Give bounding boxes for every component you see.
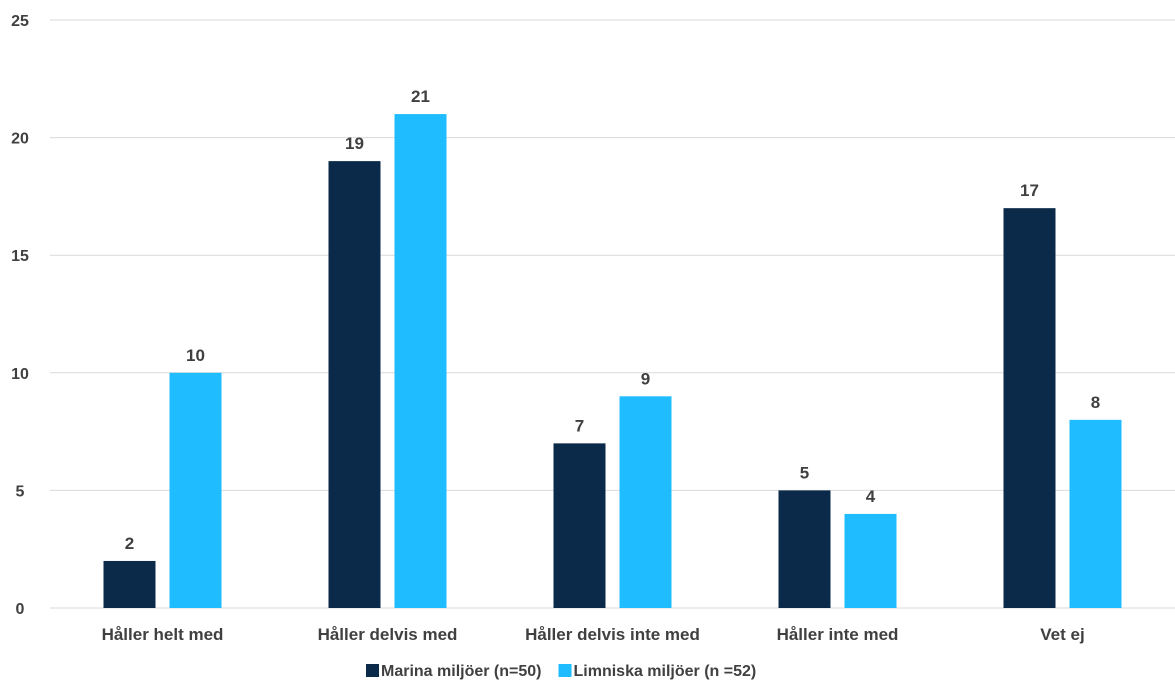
legend: Marina miljöer (n=50) Limniska miljöer (n… bbox=[366, 663, 756, 680]
bar bbox=[553, 443, 606, 608]
y-tick-label: 15 bbox=[11, 248, 29, 265]
legend-swatch bbox=[366, 664, 379, 677]
bar bbox=[169, 372, 222, 608]
bar bbox=[1003, 208, 1056, 608]
y-tick-label: 25 bbox=[11, 13, 29, 30]
x-tick-label: Håller delvis inte med bbox=[525, 625, 700, 644]
y-tick-label: 10 bbox=[11, 366, 29, 383]
bar bbox=[844, 513, 897, 608]
x-axis-labels: Håller helt med Håller delvis med Håller d… bbox=[102, 625, 1085, 644]
data-label: 19 bbox=[345, 134, 364, 153]
data-label: 2 bbox=[125, 534, 134, 553]
y-tick-label: 0 bbox=[16, 601, 25, 618]
data-label: 17 bbox=[1020, 181, 1039, 200]
x-tick-label: Håller delvis med bbox=[318, 625, 458, 644]
data-label: 9 bbox=[641, 369, 650, 388]
bar bbox=[778, 490, 831, 608]
bar bbox=[619, 396, 672, 608]
legend-label: Limniska miljöer (n =52) bbox=[574, 663, 757, 680]
x-tick-label: Vet ej bbox=[1040, 625, 1084, 644]
y-axis-ticks: 0 5 10 15 20 25 bbox=[11, 13, 29, 618]
bar bbox=[328, 161, 381, 608]
data-labels: 2 10 19 21 7 9 5 4 17 8 bbox=[125, 87, 1100, 553]
legend-label: Marina miljöer (n=50) bbox=[381, 663, 542, 680]
data-label: 10 bbox=[186, 346, 205, 365]
y-tick-label: 20 bbox=[11, 131, 29, 148]
data-label: 8 bbox=[1091, 393, 1100, 412]
bar bbox=[103, 560, 156, 608]
data-label: 7 bbox=[575, 416, 584, 435]
legend-swatch bbox=[558, 664, 572, 677]
y-tick-label: 5 bbox=[16, 483, 25, 500]
data-label: 4 bbox=[866, 487, 876, 506]
data-label: 5 bbox=[800, 463, 809, 482]
data-label: 21 bbox=[411, 87, 430, 106]
bar bbox=[1069, 419, 1122, 608]
gridlines bbox=[50, 19, 1175, 609]
bars bbox=[103, 114, 1122, 608]
x-tick-label: Håller helt med bbox=[102, 625, 224, 644]
x-tick-label: Håller inte med bbox=[777, 625, 899, 644]
bar bbox=[394, 114, 447, 608]
